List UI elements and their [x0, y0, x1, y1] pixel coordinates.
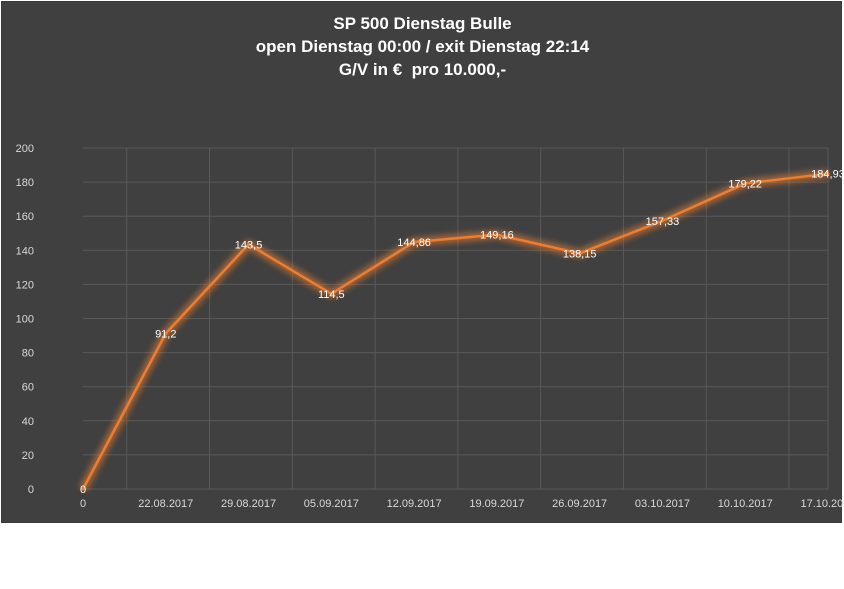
x-tick-label: 19.09.2017	[469, 498, 524, 510]
data-label: 144,86	[397, 237, 431, 249]
data-point	[495, 233, 499, 237]
x-tick-label: 03.10.2017	[635, 498, 690, 510]
data-point	[247, 242, 251, 246]
line-chart: 0 20 40 60 80 100 120 140 160 180 200 0 22.08.2017 2…	[16, 143, 843, 510]
y-tick-label: 80	[22, 348, 34, 360]
y-tick-label: 160	[16, 211, 34, 223]
x-tick-label: 17.10.2017	[800, 498, 843, 510]
data-point	[826, 172, 830, 176]
data-point	[578, 251, 582, 255]
x-tick-label: 26.09.2017	[552, 498, 607, 510]
data-label: 157,33	[646, 216, 680, 228]
chart-title-line-1: SP 500 Dienstag Bulle	[333, 14, 512, 33]
data-point	[81, 487, 85, 491]
y-tick-label: 40	[22, 416, 34, 428]
data-label: 114,5	[318, 289, 345, 301]
x-tick-label: 22.08.2017	[138, 498, 193, 510]
y-tick-label: 0	[28, 484, 34, 496]
data-label: 138,15	[563, 248, 597, 260]
x-tick-label: 05.09.2017	[304, 498, 359, 510]
chart-area: SP 500 Dienstag Bulle open Dienstag 00:0…	[1, 1, 843, 523]
series-line-glow	[79, 169, 829, 492]
y-tick-label: 180	[16, 177, 34, 189]
data-label: 184,93	[811, 169, 843, 181]
chart-title-line-2: open Dienstag 00:00 / exit Dienstag 22:1…	[255, 37, 590, 56]
data-label: 179,22	[728, 178, 762, 190]
x-tick-label: 0	[80, 498, 86, 510]
data-point	[743, 181, 747, 185]
data-point	[660, 219, 664, 223]
data-point	[412, 240, 416, 244]
series-line	[81, 172, 829, 490]
y-tick-label: 200	[16, 143, 34, 155]
x-tick-label: 12.09.2017	[387, 498, 442, 510]
chart-title: SP 500 Dienstag Bulle open Dienstag 00:0…	[2, 12, 843, 81]
y-tick-label: 20	[22, 450, 34, 462]
x-tick-label: 10.10.2017	[718, 498, 773, 510]
data-point	[329, 292, 333, 296]
y-tick-label: 60	[22, 382, 34, 394]
data-label: 91,2	[155, 329, 176, 341]
y-tick-label: 120	[16, 279, 34, 291]
data-label: 149,16	[480, 230, 514, 242]
data-label: 143,5	[235, 239, 263, 251]
chart-title-line-3: G/V in € pro 10.000,-	[338, 60, 507, 79]
y-tick-label: 100	[16, 314, 34, 326]
y-tick-label: 140	[16, 245, 34, 257]
x-tick-label: 29.08.2017	[221, 498, 276, 510]
data-point	[164, 332, 168, 336]
data-label: 0	[80, 484, 86, 496]
